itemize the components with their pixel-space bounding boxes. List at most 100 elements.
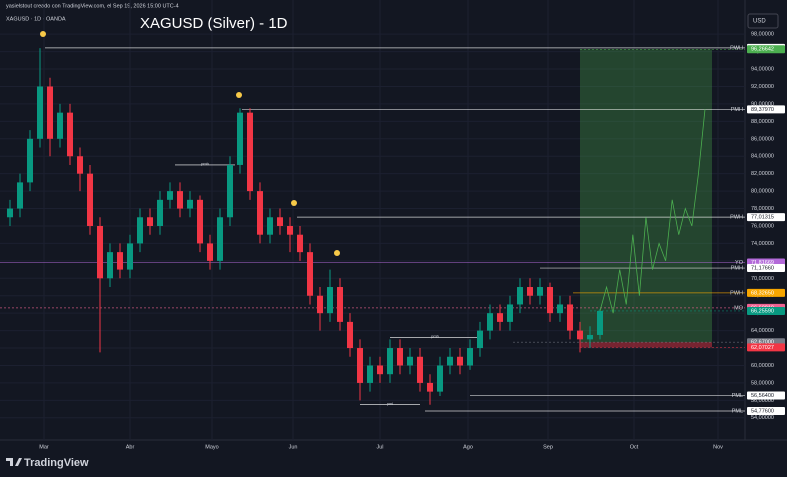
x-tick-label: Nov <box>713 444 723 450</box>
candle-body <box>517 287 523 305</box>
y-tick-label: 70,00000 <box>751 276 774 282</box>
candle-body <box>497 313 503 322</box>
x-tick-label: Jul <box>376 444 383 450</box>
candle-body <box>357 348 363 383</box>
level-label: 54,77600 <box>751 408 774 414</box>
candle-body <box>307 252 313 296</box>
candle-body <box>587 334 593 340</box>
y-tick-label: 56,00000 <box>751 398 774 404</box>
currency-box[interactable] <box>747 13 779 29</box>
level-label: 56,56400 <box>751 393 774 399</box>
level-name: YO <box>735 260 744 266</box>
y-tick-label: 98,00000 <box>751 32 774 38</box>
logo-icon <box>6 458 22 466</box>
candle-body <box>7 208 13 218</box>
candle-body <box>557 304 563 314</box>
candle-body <box>17 182 23 209</box>
candle-body <box>567 304 573 331</box>
candle-body <box>127 243 133 270</box>
projection-line <box>599 109 706 314</box>
stop-zone <box>580 342 712 348</box>
y-tick-label: 92,00000 <box>751 84 774 90</box>
candle-body <box>377 365 383 375</box>
candle-body <box>67 112 73 157</box>
level-name: PMH <box>731 265 743 271</box>
candle-body <box>467 348 473 366</box>
x-tick-label: Oct <box>630 444 639 450</box>
level-label: 71,81669 <box>751 260 774 266</box>
x-tick-label: Jun <box>289 444 298 450</box>
candle-body <box>187 199 193 209</box>
y-tick-label: 54,00000 <box>751 415 774 421</box>
level-label: 66,25590 <box>751 308 774 314</box>
currency: USD <box>753 19 766 25</box>
y-tick-label: 88,00000 <box>751 119 774 125</box>
y-tick-label: 60,00000 <box>751 363 774 369</box>
candle-body <box>107 252 113 279</box>
y-tick-label: 58,00000 <box>751 380 774 386</box>
x-tick-label: Ago <box>463 444 473 450</box>
candle-body <box>397 348 403 366</box>
candle-body <box>317 295 323 314</box>
candle-body <box>247 112 253 192</box>
bulb <box>291 200 297 206</box>
candle-body <box>507 304 513 322</box>
candle-body <box>267 217 273 235</box>
candle-body <box>367 365 373 383</box>
candle-body <box>177 191 183 209</box>
candle-body <box>147 217 153 226</box>
candle-body <box>387 348 393 375</box>
candle-body <box>37 86 43 139</box>
level-label: 62,67000 <box>751 340 774 346</box>
y-tick-label: 74,00000 <box>751 241 774 247</box>
candle-body <box>437 365 443 392</box>
level-label: 96,26642 <box>751 47 774 53</box>
candle-body <box>57 112 63 139</box>
target-zone <box>580 49 712 343</box>
candle-body <box>287 225 293 235</box>
level-label-bg <box>747 343 785 352</box>
candle-body <box>297 234 303 253</box>
x-tick-label: Abr <box>126 444 135 450</box>
level-label-bg <box>747 213 785 222</box>
level-name: PWH <box>730 215 743 221</box>
level-label-bg <box>747 407 785 416</box>
chart-title: XAGUSD (Silver) - 1D <box>140 15 288 32</box>
candle-body <box>417 356 423 383</box>
level-label-bg <box>747 306 785 315</box>
bulb <box>236 92 242 98</box>
y-tick-label: 78,00000 <box>751 206 774 212</box>
note-label: pml <box>387 401 394 406</box>
level-label: 77,01315 <box>751 215 774 221</box>
level-label-bg <box>747 391 785 400</box>
x-tick-label: Mayo <box>205 444 218 450</box>
candle-body <box>137 217 143 244</box>
candle-body <box>237 112 243 165</box>
note-label: pmh <box>201 161 209 166</box>
candle-body <box>457 356 463 366</box>
candle-body <box>487 313 493 331</box>
level-name: PWH <box>730 45 743 51</box>
level-label-bg <box>747 288 785 297</box>
level-label: 68,32650 <box>751 290 774 296</box>
logo: TradingView <box>6 457 89 469</box>
level-label-bg <box>747 45 785 54</box>
level-label: 71,17660 <box>751 265 774 271</box>
candle-body <box>217 217 223 261</box>
y-tick-label: 76,00000 <box>751 223 774 229</box>
candle-body <box>277 217 283 226</box>
candle-body <box>197 199 203 244</box>
candle-body <box>27 138 33 183</box>
y-tick-label: 90,00000 <box>751 101 774 107</box>
candle-body <box>407 356 413 366</box>
candle-body <box>117 252 123 270</box>
credit: yasielstout creado con TradingView.com, … <box>6 3 179 9</box>
y-tick-label: 80,00000 <box>751 189 774 195</box>
y-tick-label: 86,00000 <box>751 136 774 142</box>
candle-body <box>157 199 163 226</box>
candle-body <box>327 287 333 314</box>
candle-body <box>167 191 173 200</box>
candle-body <box>47 86 53 139</box>
